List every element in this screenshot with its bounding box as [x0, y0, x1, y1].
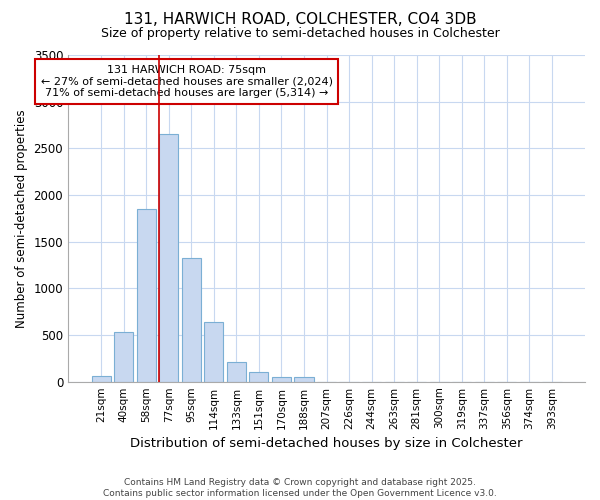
Bar — [272, 378, 291, 382]
Text: Contains HM Land Registry data © Crown copyright and database right 2025.
Contai: Contains HM Land Registry data © Crown c… — [103, 478, 497, 498]
Y-axis label: Number of semi-detached properties: Number of semi-detached properties — [15, 109, 28, 328]
Text: Size of property relative to semi-detached houses in Colchester: Size of property relative to semi-detach… — [101, 28, 499, 40]
Bar — [250, 372, 268, 382]
Bar — [159, 134, 178, 382]
Bar — [137, 209, 156, 382]
X-axis label: Distribution of semi-detached houses by size in Colchester: Distribution of semi-detached houses by … — [130, 437, 523, 450]
Bar — [295, 378, 314, 382]
Bar — [114, 332, 133, 382]
Bar — [182, 258, 201, 382]
Bar — [227, 362, 246, 382]
Bar — [92, 376, 110, 382]
Text: 131, HARWICH ROAD, COLCHESTER, CO4 3DB: 131, HARWICH ROAD, COLCHESTER, CO4 3DB — [124, 12, 476, 28]
Text: 131 HARWICH ROAD: 75sqm
← 27% of semi-detached houses are smaller (2,024)
71% of: 131 HARWICH ROAD: 75sqm ← 27% of semi-de… — [41, 65, 333, 98]
Bar — [204, 322, 223, 382]
